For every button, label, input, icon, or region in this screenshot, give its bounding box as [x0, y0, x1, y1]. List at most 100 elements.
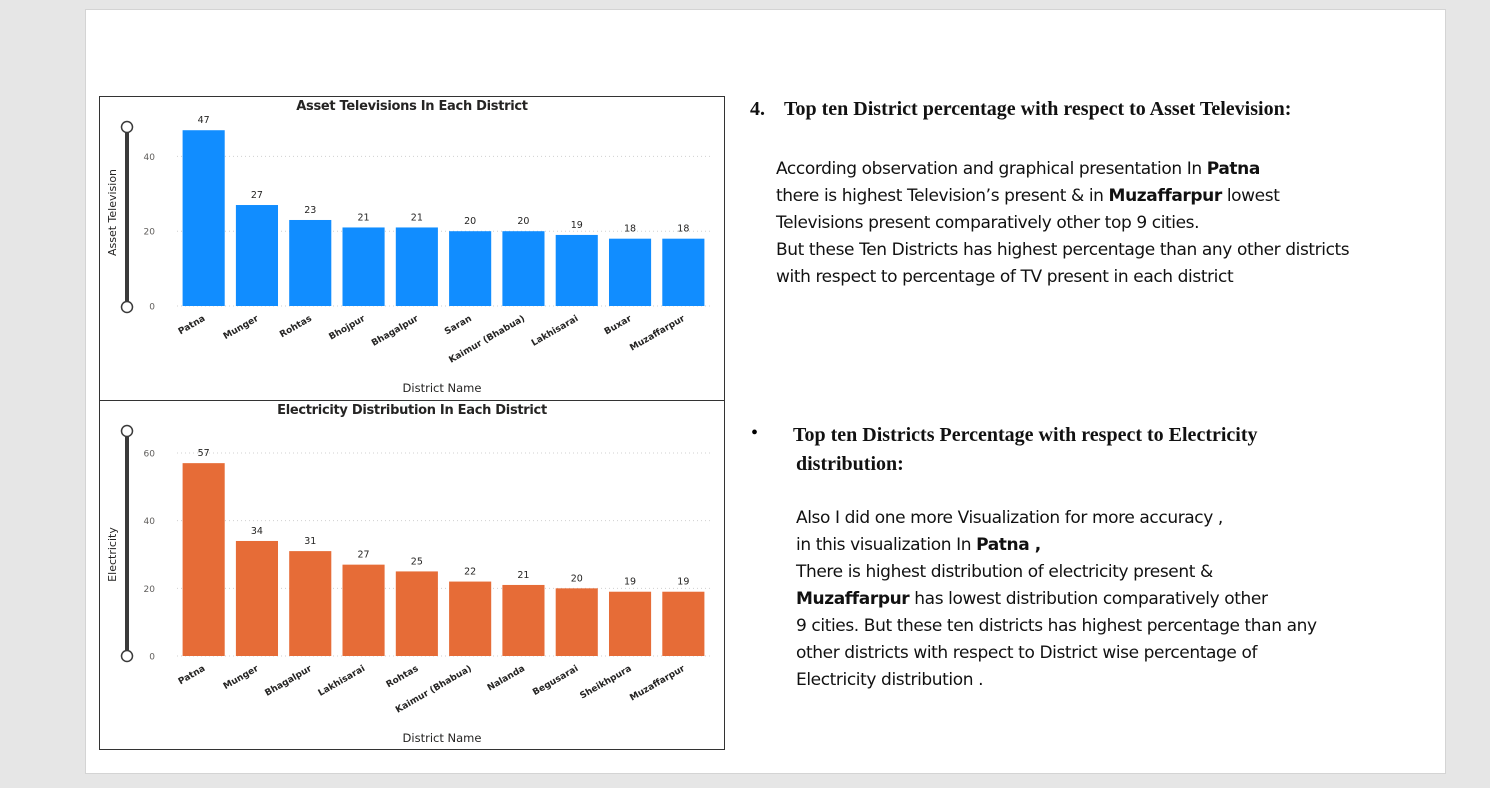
text: in this visualization In — [796, 535, 977, 555]
bar — [608, 591, 652, 656]
zoom-slider-handle-bottom — [120, 300, 134, 314]
x-tick-label: Sheikhpura — [578, 664, 633, 702]
tv-section-body: According observation and graphical pres… — [776, 156, 1350, 291]
bar — [555, 588, 598, 656]
paragraph-line: But these Ten Districts has highest perc… — [776, 240, 1350, 260]
data-label: 20 — [464, 216, 476, 227]
text: has lowest distribution comparatively ot… — [909, 589, 1268, 609]
electricity-chart: Electricity Distribution In Each Distric… — [99, 400, 725, 750]
bar — [502, 231, 545, 306]
paragraph-line: in this visualization In Patna , — [796, 532, 1317, 559]
bar — [662, 591, 705, 656]
data-label: 20 — [517, 216, 529, 227]
bar — [608, 238, 652, 306]
y-tick-label: 0 — [149, 653, 155, 663]
data-label: 21 — [517, 570, 529, 581]
tv-section-heading: 4. Top ten District percentage with resp… — [750, 98, 1291, 121]
bar — [502, 584, 545, 656]
bar — [182, 130, 225, 306]
paragraph-line: there is highest Television’s present & … — [776, 183, 1349, 210]
bar — [182, 463, 225, 656]
x-tick-label: Buxar — [603, 314, 634, 338]
bar — [342, 564, 385, 656]
x-tick-label: Begusarai — [531, 664, 580, 698]
paragraph-line: Muzaffarpur has lowest distribution comp… — [796, 586, 1317, 613]
y-axis-label: Asset Television — [106, 169, 119, 256]
x-tick-label: Rohtas — [385, 664, 421, 690]
x-tick-label: Bhagalpur — [370, 314, 421, 349]
electricity-section-heading: Top ten Districts Percentage with respec… — [793, 421, 1258, 479]
x-tick-label: Rohtas — [278, 314, 314, 340]
text: According observation and graphical pres… — [776, 159, 1207, 179]
chart-title: Asset Televisions In Each District — [296, 99, 528, 114]
data-label: 20 — [571, 573, 583, 584]
electricity-section-body: Also I did one more Visualization for mo… — [796, 505, 1317, 694]
x-axis-label: District Name — [403, 381, 482, 395]
bar — [289, 219, 332, 306]
paragraph-line: According observation and graphical pres… — [776, 156, 1349, 183]
paragraph-line: 9 cities. But these ten districts has hi… — [796, 616, 1317, 636]
chart-title: Electricity Distribution In Each Distric… — [277, 403, 547, 418]
x-tick-label: Bhojpur — [328, 314, 368, 343]
heading-line: distribution: — [796, 453, 904, 475]
data-label: 18 — [677, 224, 689, 235]
bar — [235, 540, 279, 656]
bar — [395, 571, 438, 656]
bar — [555, 234, 598, 306]
data-label: 27 — [251, 190, 263, 201]
data-label: 19 — [677, 577, 689, 588]
bar — [449, 231, 492, 306]
data-label: 22 — [464, 567, 476, 578]
bar — [235, 205, 279, 306]
x-tick-label: Lakhisarai — [317, 664, 367, 699]
data-label: 27 — [358, 550, 370, 561]
bold-text: Patna , — [976, 535, 1041, 555]
y-tick-label: 0 — [149, 303, 155, 313]
x-tick-label: Muzaffarpur — [628, 664, 687, 704]
text: there is highest Television’s present & … — [776, 186, 1109, 206]
x-tick-label: Bhagalpur — [264, 664, 315, 699]
data-label: 21 — [358, 212, 370, 223]
bar — [289, 551, 332, 656]
paragraph-line: Also I did one more Visualization for mo… — [796, 508, 1223, 528]
zoom-slider-handle-bottom — [120, 649, 134, 663]
asset-television-chart-svg: 0 20 40 Asset Television 47 Patna 27 Munger 23 Ro… — [106, 115, 710, 395]
data-label: 19 — [571, 220, 583, 231]
zoom-slider-handle-top — [120, 120, 134, 134]
data-label: 57 — [198, 448, 210, 459]
y-tick-label: 40 — [144, 153, 156, 163]
data-label: 34 — [251, 526, 263, 537]
data-label: 47 — [198, 115, 210, 126]
y-axis-label: Electricity — [106, 527, 119, 582]
x-axis-label: District Name — [403, 731, 482, 745]
paragraph-line: other districts with respect to District… — [796, 643, 1258, 663]
paragraph-line: with respect to percentage of TV present… — [776, 267, 1234, 287]
y-tick-label: 20 — [144, 228, 156, 238]
data-label: 23 — [304, 205, 316, 216]
x-tick-label: Patna — [177, 664, 207, 687]
y-tick-label: 40 — [144, 517, 156, 527]
zoom-slider-handle-top — [120, 424, 134, 438]
bar — [342, 227, 385, 306]
x-tick-label: Patna — [177, 314, 207, 337]
data-label: 18 — [624, 224, 636, 235]
data-label: 19 — [624, 577, 636, 588]
bar — [449, 581, 492, 656]
electricity-chart-svg: 0 20 40 60 Electricity 57 Patna 34 Munger 31 Bhaga… — [106, 424, 710, 745]
paragraph-line: There is highest distribution of electri… — [796, 562, 1213, 582]
asset-television-chart: Asset Televisions In Each District 0 20 40… — [99, 96, 725, 401]
bar — [662, 238, 705, 306]
section-number: 4. — [750, 98, 765, 120]
data-label: 25 — [411, 556, 423, 567]
bold-text: Muzaffarpur — [796, 589, 910, 609]
text: lowest — [1221, 186, 1280, 206]
section-heading-text: Top ten District percentage with respect… — [784, 98, 1292, 120]
data-label: 31 — [304, 536, 316, 547]
data-label: 21 — [411, 212, 423, 223]
x-tick-label: Saran — [443, 314, 474, 337]
x-tick-label: Muzaffarpur — [628, 314, 687, 354]
bullet-point: • — [751, 422, 759, 444]
bold-text: Muzaffarpur — [1108, 186, 1223, 206]
paragraph-line: Electricity distribution . — [796, 670, 984, 690]
x-tick-label: Nalanda — [486, 664, 527, 694]
